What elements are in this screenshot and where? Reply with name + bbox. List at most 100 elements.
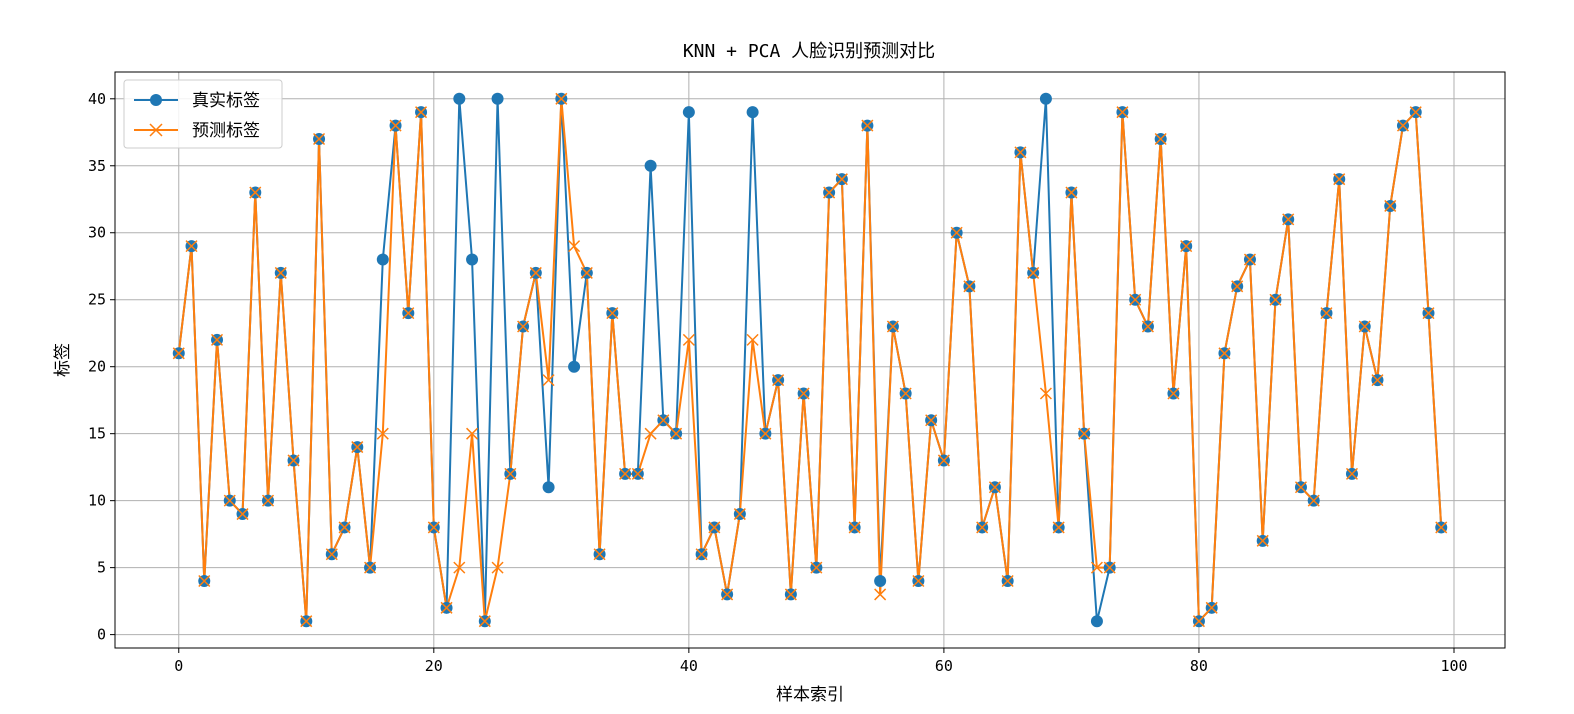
data-point-1 bbox=[1358, 320, 1371, 333]
grid bbox=[115, 72, 1505, 648]
data-point-0 bbox=[466, 253, 479, 266]
data-point-1 bbox=[1294, 481, 1307, 494]
data-point-1 bbox=[899, 387, 912, 400]
data-point-1 bbox=[644, 427, 657, 440]
data-point-1 bbox=[746, 333, 759, 346]
data-point-1 bbox=[631, 467, 644, 480]
data-point-1 bbox=[619, 467, 632, 480]
data-point-1 bbox=[478, 615, 491, 628]
data-point-1 bbox=[1243, 253, 1256, 266]
data-point-0 bbox=[682, 106, 695, 119]
data-point-1 bbox=[861, 119, 874, 132]
y-tick-label: 20 bbox=[88, 358, 106, 376]
y-tick-label: 40 bbox=[88, 90, 106, 108]
data-point-1 bbox=[466, 427, 479, 440]
data-point-1 bbox=[1167, 387, 1180, 400]
data-point-1 bbox=[402, 307, 415, 320]
data-point-1 bbox=[185, 240, 198, 253]
data-point-1 bbox=[1052, 521, 1065, 534]
data-point-0 bbox=[1090, 615, 1103, 628]
data-point-1 bbox=[1090, 561, 1103, 574]
x-tick-label: 100 bbox=[1440, 657, 1467, 675]
data-point-0 bbox=[376, 253, 389, 266]
x-axis-label: 样本索引 bbox=[776, 685, 844, 705]
data-point-1 bbox=[1205, 601, 1218, 614]
legend-swatch-marker bbox=[150, 94, 162, 106]
data-point-1 bbox=[274, 266, 287, 279]
data-point-1 bbox=[1141, 320, 1154, 333]
data-point-1 bbox=[223, 494, 236, 507]
data-point-1 bbox=[427, 521, 440, 534]
data-point-1 bbox=[415, 106, 428, 119]
data-point-1 bbox=[733, 508, 746, 521]
data-point-1 bbox=[287, 454, 300, 467]
y-tick-label: 30 bbox=[88, 224, 106, 242]
data-point-1 bbox=[210, 333, 224, 346]
data-point-0 bbox=[453, 92, 466, 105]
data-point-1 bbox=[657, 414, 670, 427]
data-point-0 bbox=[491, 92, 504, 105]
legend-item-true-labels: 真实标签 bbox=[134, 91, 260, 111]
legend-label: 预测标签 bbox=[192, 121, 260, 141]
data-point-1 bbox=[874, 588, 887, 601]
data-point-1 bbox=[823, 186, 836, 199]
data-point-1 bbox=[1307, 494, 1320, 507]
data-point-0 bbox=[542, 481, 555, 494]
data-point-0 bbox=[568, 360, 581, 373]
data-point-1 bbox=[1039, 387, 1052, 400]
data-point-1 bbox=[937, 454, 950, 467]
x-axis: 0 20 40 60 80 100 bbox=[174, 648, 1468, 675]
data-point-1 bbox=[988, 481, 1001, 494]
data-point-1 bbox=[772, 374, 785, 387]
data-point-1 bbox=[1154, 132, 1167, 146]
data-point-1 bbox=[568, 240, 581, 253]
y-axis-label: 标签 bbox=[53, 343, 73, 377]
legend: 真实标签 预测标签 bbox=[123, 79, 283, 149]
data-point-1 bbox=[1396, 119, 1410, 132]
data-point-1 bbox=[1103, 561, 1116, 574]
data-point-1 bbox=[593, 548, 606, 561]
data-point-1 bbox=[1269, 293, 1282, 306]
x-tick-label: 40 bbox=[680, 657, 698, 675]
data-point-1 bbox=[249, 186, 262, 199]
y-tick-label: 0 bbox=[97, 626, 106, 644]
data-point-1 bbox=[1435, 521, 1448, 534]
data-point-1 bbox=[555, 92, 568, 105]
data-point-1 bbox=[848, 521, 861, 534]
legend-item-predicted-labels: 预测标签 bbox=[134, 121, 260, 141]
data-point-1 bbox=[1192, 615, 1205, 628]
data-point-1 bbox=[1282, 213, 1295, 226]
data-point-1 bbox=[810, 561, 823, 574]
y-tick-label: 5 bbox=[97, 559, 106, 577]
data-point-1 bbox=[376, 427, 389, 440]
y-tick-label: 15 bbox=[88, 425, 106, 443]
data-point-1 bbox=[1333, 173, 1346, 186]
data-point-1 bbox=[1078, 427, 1091, 440]
data-point-1 bbox=[313, 132, 326, 146]
data-point-0 bbox=[1039, 92, 1052, 105]
data-point-1 bbox=[784, 588, 797, 601]
data-point-1 bbox=[325, 548, 338, 561]
series-lines bbox=[177, 97, 1443, 623]
data-point-0 bbox=[874, 575, 887, 588]
data-point-1 bbox=[389, 119, 402, 132]
data-point-1 bbox=[1129, 293, 1142, 306]
legend-label: 真实标签 bbox=[192, 91, 260, 111]
x-tick-label: 60 bbox=[935, 657, 953, 675]
data-point-1 bbox=[1218, 347, 1231, 360]
x-tick-label: 0 bbox=[174, 657, 183, 675]
data-point-1 bbox=[351, 441, 364, 454]
data-point-1 bbox=[236, 508, 249, 521]
data-point-1 bbox=[580, 266, 593, 279]
data-point-1 bbox=[1320, 307, 1333, 320]
data-point-1 bbox=[261, 494, 275, 507]
data-point-1 bbox=[670, 427, 683, 440]
series-line-1 bbox=[177, 97, 1443, 623]
y-axis: 0 5 10 15 20 25 30 35 40 bbox=[88, 90, 115, 644]
data-point-1 bbox=[759, 427, 772, 440]
data-point-1 bbox=[925, 414, 938, 427]
data-point-1 bbox=[950, 226, 963, 239]
data-point-1 bbox=[172, 347, 185, 360]
data-point-1 bbox=[1180, 240, 1193, 253]
